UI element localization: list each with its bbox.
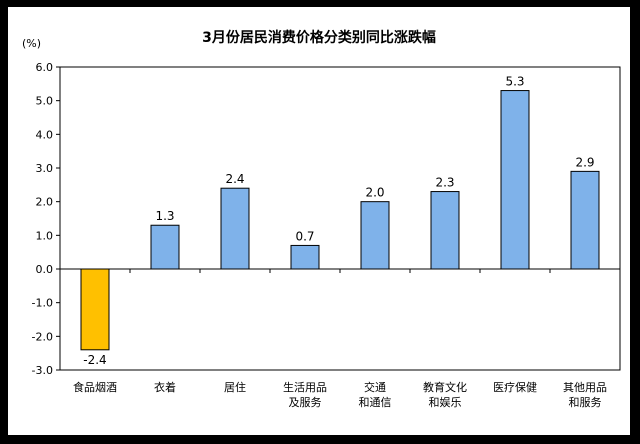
chart-title: 3月份居民消费价格分类别同比涨跌幅 bbox=[202, 30, 436, 46]
y-tick-label: -2.0 bbox=[32, 330, 53, 343]
chart-frame: 3月份居民消费价格分类别同比涨跌幅 (%) 6.0 5.0 4.0 3.0 2.0 1.0… bbox=[8, 7, 630, 435]
category-label: 衣着 bbox=[154, 380, 176, 394]
bar bbox=[500, 90, 530, 270]
bar bbox=[360, 201, 390, 270]
data-label: 2.4 bbox=[225, 172, 244, 186]
bar-chart: 6.0 5.0 4.0 3.0 2.0 1.0 0.0 -1.0 -2.0 -3.0 -2.4 食品烟… bbox=[32, 61, 621, 409]
data-label: 2.3 bbox=[435, 176, 454, 190]
category-label: 和服务 bbox=[569, 396, 602, 409]
bar bbox=[220, 187, 250, 270]
y-tick-label: 2.0 bbox=[36, 196, 54, 209]
category-label: 其他用品 bbox=[563, 381, 607, 394]
category-label: 生活用品 bbox=[283, 380, 327, 394]
y-tick-label: 0.0 bbox=[36, 263, 54, 276]
category-label: 和娱乐 bbox=[429, 395, 462, 409]
data-label: 1.3 bbox=[155, 209, 174, 223]
y-tick-label: 6.0 bbox=[36, 61, 54, 74]
y-tick-label: -1.0 bbox=[32, 297, 53, 310]
category-label: 教育文化 bbox=[423, 380, 467, 394]
category-label: 医疗保健 bbox=[493, 380, 537, 394]
data-label: 5.3 bbox=[505, 75, 524, 89]
bar bbox=[430, 191, 460, 270]
y-tick-label: 5.0 bbox=[36, 95, 54, 108]
category-label: 和通信 bbox=[359, 396, 392, 409]
bar bbox=[150, 224, 180, 270]
data-label: 2.9 bbox=[575, 155, 594, 169]
plot-area bbox=[59, 66, 621, 371]
bar bbox=[290, 244, 320, 270]
y-tick-label: 4.0 bbox=[36, 128, 54, 141]
data-label: 2.0 bbox=[365, 186, 384, 200]
data-label: 0.7 bbox=[295, 229, 314, 243]
y-tick-label: -3.0 bbox=[32, 364, 53, 377]
data-label: -2.4 bbox=[83, 353, 106, 367]
category-label: 交通 bbox=[364, 380, 386, 394]
category-label: 及服务 bbox=[289, 396, 322, 409]
category-label: 食品烟酒 bbox=[73, 380, 117, 394]
y-axis-unit: (%) bbox=[22, 37, 42, 50]
y-tick-label: 3.0 bbox=[36, 162, 54, 175]
bar bbox=[80, 268, 110, 351]
y-tick-label: 1.0 bbox=[36, 229, 54, 242]
bar bbox=[570, 170, 600, 270]
category-label: 居住 bbox=[224, 380, 246, 394]
